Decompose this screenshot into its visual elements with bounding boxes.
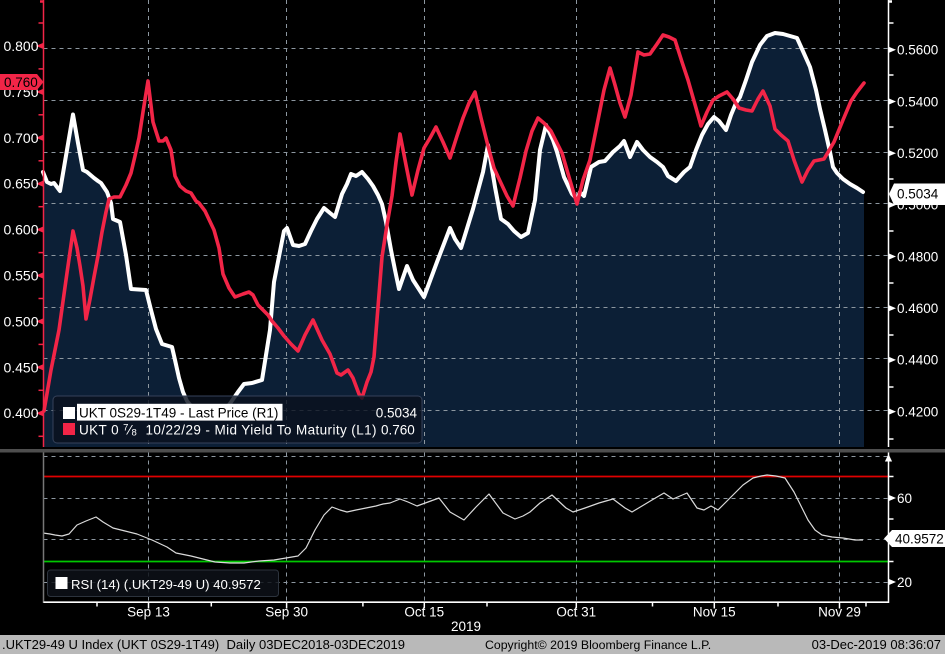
svg-text:UKT 0S29-1T49 - Last Price (R1: UKT 0S29-1T49 - Last Price (R1) [79, 405, 278, 420]
svg-text:0.4200: 0.4200 [897, 404, 938, 419]
svg-text:0.450: 0.450 [3, 359, 38, 375]
svg-text:UKT 0 7⁄8 10/22/29 - Mid Yiel: UKT 0 7⁄8 10/22/29 - Mid Yield To Maturi… [79, 423, 377, 439]
svg-text:0.760: 0.760 [4, 75, 38, 90]
svg-text:0.5200: 0.5200 [897, 146, 938, 161]
svg-text:03-Dec-2019 08:36:07: 03-Dec-2019 08:36:07 [812, 637, 941, 652]
svg-text:0.5034: 0.5034 [897, 187, 939, 202]
svg-text:0.4800: 0.4800 [897, 249, 938, 264]
svg-text:Nov 29: Nov 29 [818, 605, 861, 620]
svg-text:0.550: 0.550 [3, 268, 38, 284]
svg-text:Oct 31: Oct 31 [556, 605, 596, 620]
svg-text:40.9572: 40.9572 [895, 532, 944, 547]
svg-text:0.800: 0.800 [3, 38, 38, 54]
svg-text:2019: 2019 [451, 619, 481, 634]
svg-text:0.5034: 0.5034 [376, 405, 418, 420]
svg-text:Oct 15: Oct 15 [404, 605, 444, 620]
svg-text:20: 20 [897, 575, 912, 590]
svg-text:0.760: 0.760 [381, 423, 415, 438]
svg-text:0.5600: 0.5600 [897, 43, 938, 58]
svg-text:0.400: 0.400 [3, 405, 38, 421]
svg-text:Sep 30: Sep 30 [265, 605, 308, 620]
svg-text:0.5400: 0.5400 [897, 94, 938, 109]
svg-text:.UKT29-49 U Index (UKT 0S29-1T: .UKT29-49 U Index (UKT 0S29-1T49) Daily … [2, 637, 405, 652]
svg-text:60: 60 [897, 491, 912, 506]
svg-text:Sep 13: Sep 13 [127, 605, 170, 620]
svg-text:0.4600: 0.4600 [897, 301, 938, 316]
svg-text:0.4400: 0.4400 [897, 353, 938, 368]
svg-text:Copyright© 2019 Bloomberg Fina: Copyright© 2019 Bloomberg Finance L.P. [485, 638, 711, 652]
svg-text:RSI (14) (.UKT29-49 U) 40.9572: RSI (14) (.UKT29-49 U) 40.9572 [71, 577, 261, 592]
svg-text:0.650: 0.650 [3, 176, 38, 192]
svg-text:0.600: 0.600 [3, 222, 38, 238]
svg-text:0.500: 0.500 [3, 313, 38, 329]
svg-text:0.700: 0.700 [3, 130, 38, 146]
svg-text:Nov 15: Nov 15 [693, 605, 736, 620]
